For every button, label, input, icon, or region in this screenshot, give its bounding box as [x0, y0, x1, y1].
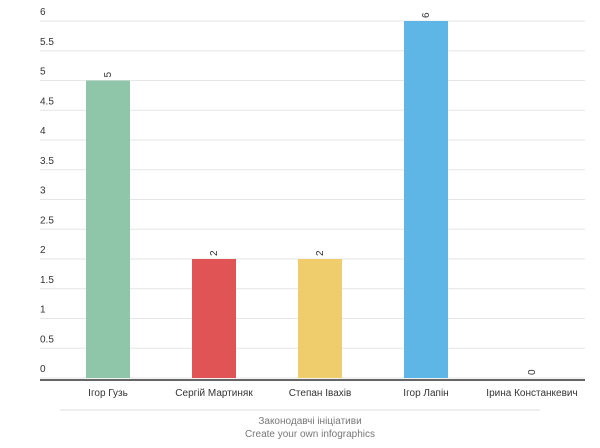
data-label: 2	[315, 250, 326, 256]
x-tick-label: Сергій Мартиняк	[175, 388, 253, 399]
y-tick-label: 4.5	[40, 96, 54, 107]
y-tick-label: 3.5	[40, 156, 54, 167]
y-tick-label: 4	[40, 126, 46, 137]
x-tick-label: Ігор Лапін	[403, 388, 448, 399]
y-tick-label: 0	[40, 364, 46, 375]
x-tick-label: Степан Івахів	[289, 388, 352, 399]
bar	[298, 259, 342, 378]
y-tick-label: 3	[40, 186, 46, 197]
bar	[86, 80, 130, 378]
footer-credit[interactable]: Create your own infographics	[245, 429, 375, 440]
bar	[192, 259, 236, 378]
x-tick-label: Ігор Гузь	[88, 388, 128, 399]
y-tick-label: 6	[40, 7, 46, 18]
data-label: 0	[527, 369, 538, 375]
y-tick-label: 1.5	[40, 275, 54, 286]
y-tick-label: 1	[40, 305, 46, 316]
data-label: 2	[209, 250, 220, 256]
data-label: 6	[421, 12, 432, 18]
footer-title: Законодавчі ініціативи	[258, 416, 361, 427]
x-tick-label: Ірина Констанкевич	[486, 388, 577, 399]
y-tick-label: 2	[40, 245, 46, 256]
data-label: 5	[103, 72, 114, 78]
y-tick-label: 5	[40, 67, 46, 78]
y-tick-label: 2.5	[40, 215, 54, 226]
y-tick-label: 5.5	[40, 37, 54, 48]
bar	[404, 21, 448, 378]
y-tick-label: 0.5	[40, 334, 54, 345]
